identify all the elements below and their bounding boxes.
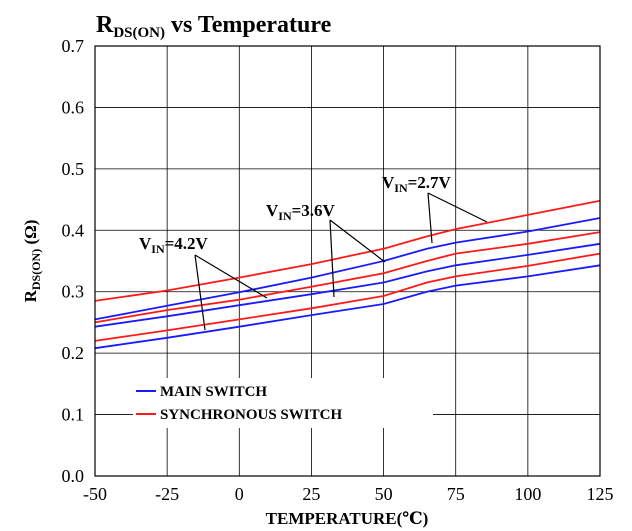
- arrow-vin-3-6-to-main: [329, 219, 335, 298]
- x-tick-label: 125: [587, 484, 614, 504]
- y-tick-label: 0.6: [62, 97, 85, 117]
- x-tick-label: -50: [83, 484, 107, 504]
- legend: MAIN SWITCH SYNCHRONOUS SWITCH: [133, 378, 433, 428]
- series-line-synchronous-switch-vin-4-2v: [94, 252, 601, 342]
- x-tick-label: 100: [514, 484, 541, 504]
- chart-title-main: R: [96, 12, 114, 38]
- legend-background: [133, 378, 433, 428]
- x-axis-title: TEMPERATURE(℃): [266, 509, 429, 528]
- y-axis-title-rest: (Ω): [21, 220, 40, 249]
- annotation-vin-2-7-sub: IN: [394, 181, 408, 195]
- series-line-main-switch-vin-3-6v: [94, 242, 601, 328]
- series-line-synchronous-switch-vin-2-7v: [94, 199, 601, 302]
- y-tick-label: 0.5: [62, 159, 85, 179]
- annotation-vin-2-7-rest: =2.7V: [408, 173, 452, 192]
- y-tick-label: 0.2: [62, 343, 85, 363]
- annotation-vin-4-2: VIN=4.2V: [139, 234, 209, 256]
- annotation-vin-3-6: VIN=3.6V: [266, 201, 336, 223]
- legend-label-main-switch: MAIN SWITCH: [160, 384, 267, 400]
- annotation-arrows: [194, 192, 488, 331]
- legend-label-synchronous-switch: SYNCHRONOUS SWITCH: [160, 407, 342, 423]
- chart-title-rest: vs Temperature: [165, 12, 332, 38]
- annotation-vin-4-2-sub: IN: [151, 242, 165, 256]
- y-tick-label: 0.7: [62, 36, 85, 56]
- y-axis-title-main: R: [21, 289, 40, 302]
- annotation-vin-4-2-main: V: [139, 234, 152, 253]
- x-tick-label: 75: [447, 484, 465, 504]
- arrow-vin-2-7-to-main: [427, 192, 433, 244]
- annotation-vin-2-7-main: V: [382, 173, 395, 192]
- chart-title: RDS(ON) vs Temperature: [96, 12, 332, 41]
- series-line-main-switch-vin-4-2v: [94, 264, 601, 350]
- plot-frame: [94, 45, 601, 477]
- tick-labels: -50 -25 0 25 50 75 100 125 0.0 0.1 0.2 0.3 0.4 0.5 0.6…: [62, 36, 614, 504]
- annotation-vin-3-6-rest: =3.6V: [292, 201, 336, 220]
- y-axis-title: RDS(ON) (Ω): [21, 220, 43, 303]
- x-tick-label: 25: [302, 484, 320, 504]
- annotation-vin-4-2-rest: =4.2V: [165, 234, 209, 253]
- x-tick-label: -25: [155, 484, 179, 504]
- y-tick-label: 0.1: [62, 405, 85, 425]
- series-line-synchronous-switch-vin-3-6v: [94, 231, 601, 324]
- arrow-vin-3-6-to-sync: [329, 219, 386, 263]
- x-tick-label: 50: [375, 484, 393, 504]
- y-tick-label: 0.3: [62, 282, 85, 302]
- arrow-vin-2-7-to-sync: [427, 192, 488, 223]
- arrow-vin-4-2-to-sync: [194, 254, 268, 299]
- annotation-vin-3-6-main: V: [266, 201, 279, 220]
- annotation-vin-2-7: VIN=2.7V: [382, 173, 452, 195]
- annotation-vin-3-6-sub: IN: [278, 209, 292, 223]
- y-axis-title-sub: DS(ON): [29, 249, 43, 290]
- arrow-vin-4-2-to-main: [194, 254, 206, 331]
- chart-title-sub: DS(ON): [113, 25, 165, 41]
- y-tick-label: 0.0: [62, 466, 85, 486]
- x-tick-label: 0: [235, 484, 244, 504]
- y-tick-label: 0.4: [62, 220, 85, 240]
